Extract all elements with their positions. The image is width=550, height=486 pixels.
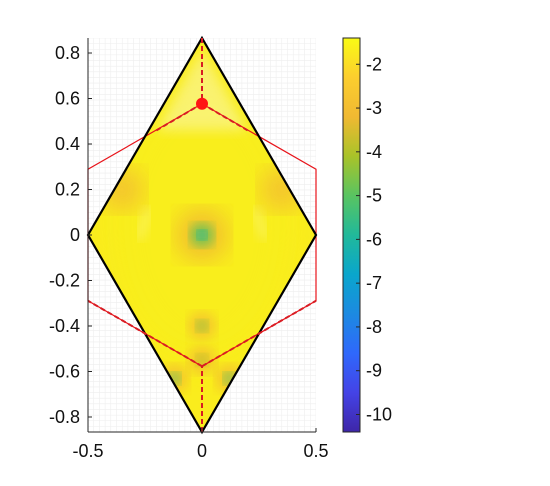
colorbar-tick-label: -8 <box>366 317 382 337</box>
y-tick-label: -0.8 <box>49 407 80 427</box>
y-tick-label: -0.2 <box>49 270 80 290</box>
colorbar-gradient <box>342 37 361 433</box>
heatmap-spot <box>196 354 208 367</box>
colorbar-tick-label: -2 <box>366 54 382 74</box>
y-tick-label: 0.6 <box>55 89 80 109</box>
colorbar: -2 -3 -4 -5 -6 -7 -8 -9 -10 <box>342 37 392 433</box>
colorbar-tick-label: -4 <box>366 142 382 162</box>
dashed-path-segment <box>201 299 317 368</box>
colorbar-tick-label: -9 <box>366 361 382 381</box>
heatmap-spot <box>196 319 208 332</box>
field-streak <box>253 207 268 241</box>
y-tick-label: 0 <box>70 225 80 245</box>
dashed-path-segment <box>201 102 249 132</box>
dashed-path-segment <box>155 102 203 132</box>
y-tick-label: 0.4 <box>55 134 80 154</box>
colorbar-tick-label: -5 <box>366 186 382 206</box>
axes: 0.8 0.6 0.4 0.2 0 -0.2 -0.4 -0.6 -0.8 -0.5 0 0.5 <box>49 38 329 461</box>
x-tick-label: 0.5 <box>303 441 328 461</box>
x-tick-label: 0 <box>197 441 207 461</box>
y-tick-label: 0.8 <box>55 43 80 63</box>
colorbar-tick-label: -3 <box>366 98 382 118</box>
x-tick-label: -0.5 <box>72 441 103 461</box>
y-tick-label: -0.4 <box>49 316 80 336</box>
colorbar-tick-label: -10 <box>366 404 392 424</box>
field-streak <box>136 207 151 241</box>
high-symmetry-marker <box>196 97 208 110</box>
y-tick-label: -0.6 <box>49 361 80 381</box>
dashed-path-segment <box>87 299 203 368</box>
heatmap-spot <box>197 230 207 240</box>
y-tick-label: 0.2 <box>55 180 80 200</box>
colorbar-tick-label: -6 <box>366 229 382 249</box>
colorbar-tick-label: -7 <box>366 273 382 293</box>
